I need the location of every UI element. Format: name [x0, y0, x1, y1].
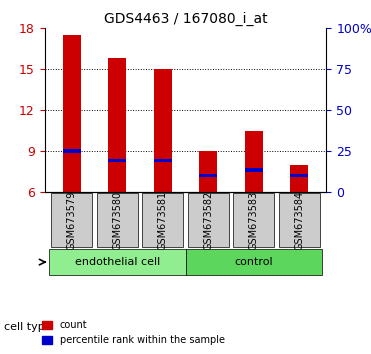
- FancyBboxPatch shape: [51, 193, 92, 247]
- Text: GSM673582: GSM673582: [203, 190, 213, 250]
- FancyBboxPatch shape: [142, 193, 183, 247]
- Bar: [108, 58, 127, 192]
- FancyBboxPatch shape: [97, 193, 138, 247]
- Text: GSM673584: GSM673584: [294, 190, 304, 250]
- Bar: [244, 131, 263, 192]
- Bar: [63, 149, 81, 153]
- Bar: [154, 69, 172, 192]
- Bar: [290, 174, 308, 177]
- Title: GDS4463 / 167080_i_at: GDS4463 / 167080_i_at: [104, 12, 267, 26]
- Bar: [244, 169, 263, 172]
- FancyBboxPatch shape: [49, 250, 186, 275]
- FancyBboxPatch shape: [186, 250, 322, 275]
- Text: endothelial cell: endothelial cell: [75, 257, 160, 267]
- Bar: [290, 165, 308, 192]
- Text: GSM673580: GSM673580: [112, 190, 122, 250]
- Bar: [108, 159, 127, 162]
- Text: GSM673579: GSM673579: [67, 190, 77, 250]
- FancyBboxPatch shape: [188, 193, 229, 247]
- Text: control: control: [234, 257, 273, 267]
- FancyBboxPatch shape: [279, 193, 320, 247]
- Bar: [154, 159, 172, 162]
- Text: GSM673583: GSM673583: [249, 190, 259, 250]
- Bar: [199, 151, 217, 192]
- Bar: [63, 35, 81, 192]
- Bar: [199, 174, 217, 177]
- Legend: count, percentile rank within the sample: count, percentile rank within the sample: [38, 316, 229, 349]
- Text: GSM673581: GSM673581: [158, 190, 168, 250]
- Text: cell type: cell type: [4, 322, 51, 332]
- FancyBboxPatch shape: [233, 193, 274, 247]
